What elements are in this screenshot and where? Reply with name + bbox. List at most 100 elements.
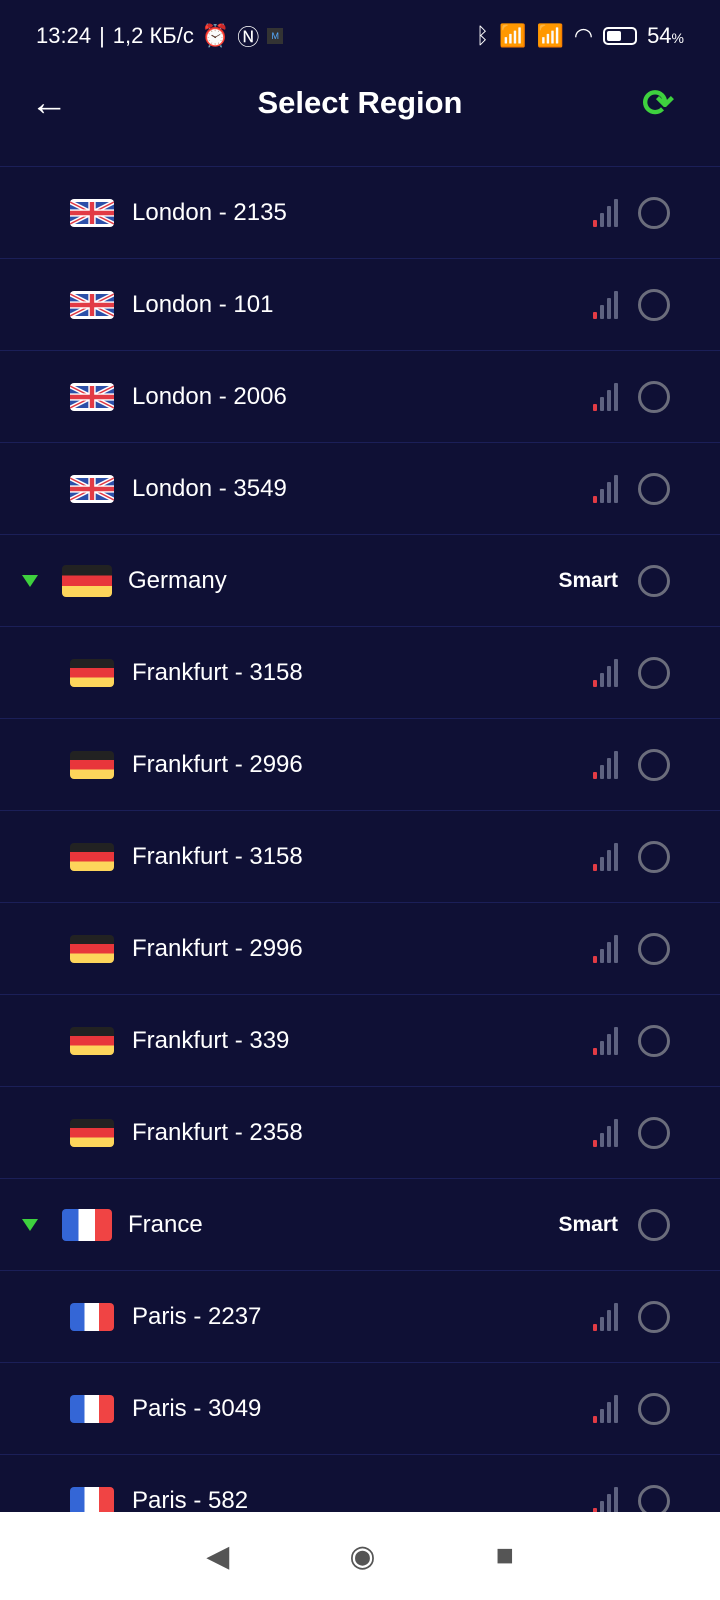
signal-strength-icon [593, 750, 618, 779]
signal-strength-icon [593, 1118, 618, 1147]
server-row[interactable]: Frankfurt - 3158 [0, 626, 720, 718]
server-row[interactable]: London - 3549 [0, 442, 720, 534]
flag-de-icon [70, 1026, 114, 1055]
row-right [593, 380, 670, 413]
row-right [593, 472, 670, 505]
battery-icon [603, 27, 638, 45]
flag-de-icon [70, 1118, 114, 1147]
cell-signal-icon: 📶 [499, 23, 527, 48]
region-name: London - 3549 [132, 474, 287, 502]
flag-gb-icon [70, 290, 114, 319]
server-row[interactable]: Paris - 2237 [0, 1270, 720, 1362]
back-button[interactable]: ← [30, 81, 68, 124]
region-name: Frankfurt - 2996 [132, 934, 303, 962]
flag-gb-icon [70, 474, 114, 503]
app-header: ← Select Region ⟳ [0, 72, 720, 134]
signal-strength-icon [593, 842, 618, 871]
server-row[interactable]: London - 2135 [0, 166, 720, 258]
region-name: London - 2006 [132, 382, 287, 410]
server-row[interactable]: Frankfurt - 2996 [0, 718, 720, 810]
select-radio[interactable] [638, 1392, 670, 1425]
signal-strength-icon [593, 382, 618, 411]
signal-strength-icon [593, 1394, 618, 1423]
flag-de-icon [70, 658, 114, 687]
select-radio[interactable] [638, 472, 670, 505]
select-radio[interactable] [638, 564, 670, 597]
system-nav-bar: ◀ ◉ ■ [0, 1512, 720, 1600]
server-row[interactable]: Frankfurt - 339 [0, 994, 720, 1086]
signal-strength-icon [593, 658, 618, 687]
region-name: Frankfurt - 2996 [132, 750, 303, 778]
region-list[interactable]: London - 2135 London - 101 London - 2006 Lo… [0, 166, 720, 1512]
nav-recents-icon[interactable]: ■ [495, 1539, 514, 1572]
region-name: Paris - 3049 [132, 1394, 262, 1422]
signal-strength-icon [593, 474, 618, 503]
region-name: Paris - 582 [132, 1486, 249, 1513]
flag-de-icon [70, 842, 114, 871]
flag-de-icon [62, 564, 112, 597]
expand-triangle-icon[interactable] [22, 574, 38, 587]
country-row[interactable]: France Smart [0, 1178, 720, 1270]
server-row[interactable]: London - 101 [0, 258, 720, 350]
select-radio[interactable] [638, 932, 670, 965]
select-radio[interactable] [638, 1208, 670, 1241]
server-row[interactable]: Frankfurt - 2358 [0, 1086, 720, 1178]
row-right [593, 840, 670, 873]
server-row[interactable]: Paris - 582 [0, 1454, 720, 1512]
status-bar: 13:24 | 1,2 КБ/с ⏰ Ⓝ M ᛒ 📶 📶 ◠ 54% [0, 0, 720, 72]
row-right [593, 656, 670, 689]
row-right [593, 1392, 670, 1425]
flag-fr-icon [62, 1208, 112, 1241]
signal-strength-icon [593, 1302, 618, 1331]
flag-fr-icon [70, 1486, 114, 1512]
server-row[interactable]: Frankfurt - 3158 [0, 810, 720, 902]
network-speed: 1,2 КБ/с [112, 23, 194, 48]
flag-fr-icon [70, 1394, 114, 1423]
divider: | [99, 23, 105, 48]
select-radio[interactable] [638, 288, 670, 321]
page-title: Select Region [257, 85, 463, 120]
row-right [593, 1024, 670, 1057]
signal-strength-icon [593, 1486, 618, 1512]
region-name: London - 2135 [132, 198, 287, 226]
alarm-icon: ⏰ [201, 23, 230, 48]
select-radio[interactable] [638, 1024, 670, 1057]
nav-home-icon[interactable]: ◉ [349, 1539, 376, 1573]
row-right: Smart [558, 1208, 670, 1241]
region-name: Frankfurt - 3158 [132, 842, 303, 870]
server-row[interactable]: Paris - 3049 [0, 1362, 720, 1454]
select-radio[interactable] [638, 840, 670, 873]
select-radio[interactable] [638, 380, 670, 413]
refresh-button[interactable]: ⟳ [642, 82, 674, 125]
flag-gb-icon [70, 198, 114, 227]
select-radio[interactable] [638, 1484, 670, 1512]
select-radio[interactable] [638, 196, 670, 229]
select-radio[interactable] [638, 748, 670, 781]
row-right: Smart [558, 564, 670, 597]
signal-strength-icon [593, 290, 618, 319]
signal-strength-icon [593, 934, 618, 963]
server-row[interactable]: London - 2006 [0, 350, 720, 442]
wifi-icon: ◠ [573, 23, 594, 48]
battery-unit: % [671, 30, 684, 46]
row-right [593, 1116, 670, 1149]
row-right [593, 748, 670, 781]
select-radio[interactable] [638, 656, 670, 689]
nfc-icon: Ⓝ [237, 25, 260, 50]
region-name: Frankfurt - 3158 [132, 658, 303, 686]
nav-back-icon[interactable]: ◀ [206, 1539, 230, 1573]
flag-gb-icon [70, 382, 114, 411]
select-radio[interactable] [638, 1116, 670, 1149]
region-name: Paris - 2237 [132, 1302, 262, 1330]
region-name: Germany [128, 566, 227, 594]
row-right [593, 1484, 670, 1512]
select-radio[interactable] [638, 1300, 670, 1333]
expand-triangle-icon[interactable] [22, 1218, 38, 1231]
country-row[interactable]: Germany Smart [0, 534, 720, 626]
server-row[interactable]: Frankfurt - 2996 [0, 902, 720, 994]
flag-de-icon [70, 750, 114, 779]
clock: 13:24 [36, 23, 92, 48]
row-right [593, 196, 670, 229]
row-right [593, 288, 670, 321]
signal-strength-icon [593, 198, 618, 227]
